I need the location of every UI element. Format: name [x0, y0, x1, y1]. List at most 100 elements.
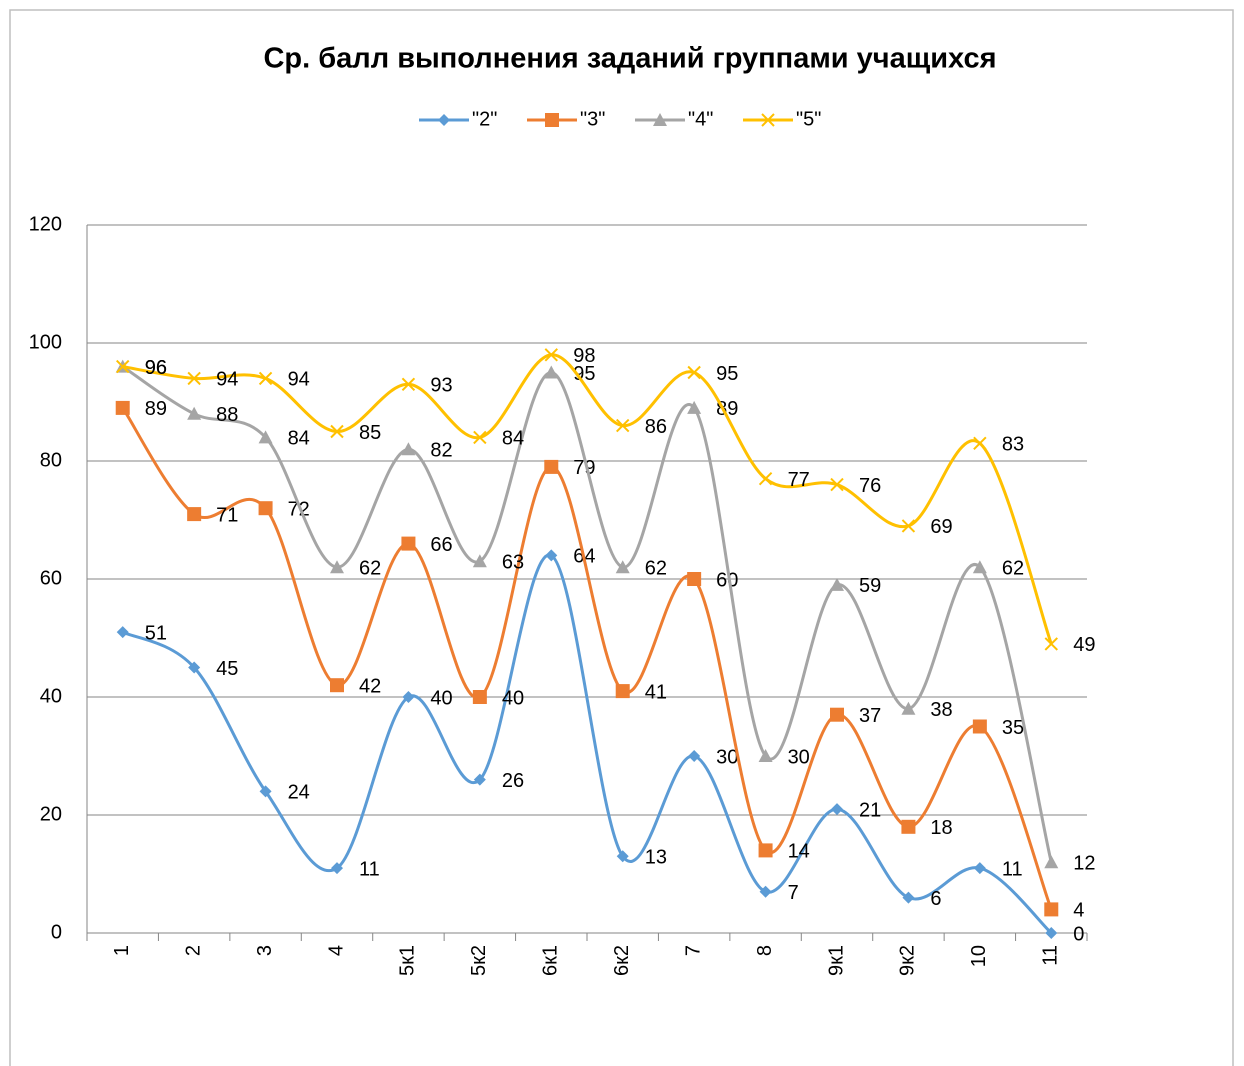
series-line	[122, 553, 1053, 935]
x-tick-label: 9к1	[825, 945, 847, 976]
x-tick-label: 2	[182, 945, 204, 956]
data-label: 21	[859, 799, 881, 821]
data-label: 77	[788, 469, 810, 491]
marker	[616, 850, 629, 863]
data-label: 24	[288, 782, 310, 804]
marker	[758, 843, 773, 858]
x-tick-label: 10	[968, 945, 990, 967]
data-label: 63	[502, 552, 524, 574]
marker	[901, 701, 916, 715]
marker	[330, 424, 344, 439]
marker	[473, 430, 487, 445]
marker	[758, 471, 773, 486]
x-tick-label: 3	[254, 945, 276, 956]
marker	[401, 442, 416, 456]
data-label: 0	[1073, 923, 1084, 945]
data-label: 96	[145, 357, 167, 379]
data-label: 79	[573, 457, 595, 479]
data-label: 11	[359, 858, 380, 880]
marker	[687, 400, 702, 414]
legend-label: "5"	[796, 108, 821, 130]
data-label: 59	[859, 575, 881, 597]
marker	[330, 560, 344, 574]
y-tick-label: 100	[29, 331, 62, 353]
data-label: 85	[359, 422, 381, 444]
data-label: 14	[788, 841, 810, 863]
marker	[544, 348, 558, 362]
y-tick-label: 60	[40, 567, 62, 589]
data-label: 41	[645, 681, 667, 703]
x-tick-label: 11	[1040, 945, 1062, 966]
y-tick-label: 80	[40, 449, 62, 471]
y-tick-label: 40	[40, 685, 62, 707]
marker	[687, 365, 701, 380]
legend-marker	[438, 114, 450, 126]
legend-label: "4"	[688, 108, 713, 130]
x-tick-label: 9к2	[897, 945, 919, 976]
marker	[616, 418, 630, 433]
data-label: 82	[430, 439, 452, 461]
marker	[258, 430, 273, 444]
data-label: 7	[788, 882, 799, 904]
marker	[472, 690, 487, 704]
chart-frame	[9, 9, 1234, 1066]
y-tick-label: 0	[51, 921, 62, 943]
data-label: 71	[216, 504, 238, 526]
marker	[188, 661, 201, 674]
data-label: 62	[359, 557, 381, 579]
data-label: 37	[859, 705, 881, 727]
data-label: 30	[788, 746, 810, 768]
marker	[116, 359, 130, 374]
marker	[830, 477, 844, 492]
series-line	[121, 407, 1053, 910]
marker	[615, 684, 630, 699]
marker	[258, 371, 273, 386]
marker	[187, 507, 202, 522]
marker	[115, 400, 130, 415]
data-label: 40	[502, 687, 524, 709]
marker	[758, 749, 773, 762]
marker	[116, 626, 129, 639]
x-tick-label: 6к1	[540, 945, 562, 976]
marker	[1044, 637, 1058, 651]
marker	[901, 819, 916, 834]
marker	[901, 519, 916, 533]
data-label: 42	[359, 675, 381, 697]
marker	[972, 560, 987, 574]
marker	[258, 501, 273, 516]
data-label: 62	[645, 557, 667, 579]
marker	[830, 577, 844, 591]
data-label: 49	[1073, 634, 1095, 656]
x-tick-label: 5к1	[397, 945, 419, 976]
legend-label: "2"	[472, 108, 497, 130]
data-label: 89	[145, 398, 167, 420]
marker	[973, 436, 987, 451]
data-label: 84	[502, 428, 524, 450]
x-tick-label: 6к2	[611, 945, 633, 976]
data-label: 45	[216, 658, 238, 680]
legend-marker	[653, 113, 667, 126]
data-label: 38	[930, 699, 952, 721]
data-label: 18	[930, 817, 952, 839]
marker	[687, 572, 702, 586]
marker	[973, 862, 986, 875]
data-label: 69	[930, 516, 952, 538]
legend-label: "3"	[580, 108, 605, 130]
legend-marker	[761, 113, 775, 127]
data-label: 84	[288, 428, 310, 450]
marker	[187, 406, 202, 420]
marker	[972, 719, 987, 734]
data-label: 98	[573, 345, 595, 367]
marker	[402, 691, 415, 703]
x-tick-label: 4	[325, 945, 347, 956]
data-label: 12	[1073, 852, 1095, 874]
marker	[759, 885, 772, 898]
series-line	[122, 353, 1053, 645]
y-tick-label: 120	[29, 213, 62, 235]
x-tick-label: 7	[682, 945, 704, 956]
marker	[472, 554, 487, 568]
x-tick-label: 8	[754, 945, 776, 956]
data-label: 26	[502, 770, 524, 792]
marker	[187, 371, 201, 386]
